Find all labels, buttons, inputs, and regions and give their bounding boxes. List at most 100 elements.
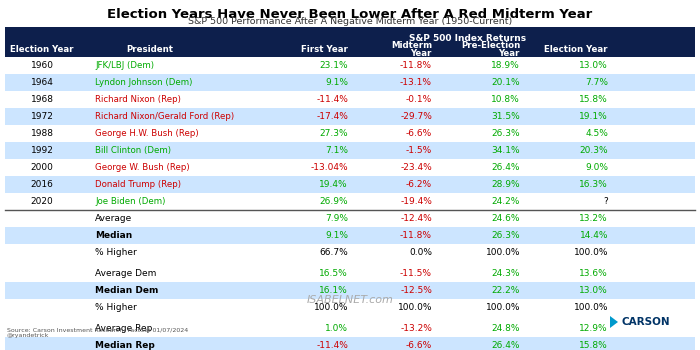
Text: -19.4%: -19.4% [400, 197, 432, 206]
Text: 26.4%: 26.4% [491, 163, 520, 172]
Text: Average Dem: Average Dem [95, 269, 156, 278]
Text: 34.1%: 34.1% [491, 146, 520, 155]
Bar [5, 108, 695, 125]
Text: 13.6%: 13.6% [580, 269, 608, 278]
Text: -23.4%: -23.4% [400, 163, 432, 172]
Text: S&P 500 Performance After A Negative Midterm Year (1950-Current): S&P 500 Performance After A Negative Mid… [188, 17, 512, 26]
Bar [5, 193, 695, 210]
Text: Average Rep: Average Rep [95, 324, 153, 333]
Text: 2000: 2000 [31, 163, 53, 172]
Text: Median: Median [95, 231, 132, 240]
Text: JFK/LBJ (Dem): JFK/LBJ (Dem) [95, 61, 154, 70]
Text: 1.0%: 1.0% [325, 324, 348, 333]
Text: 4.5%: 4.5% [585, 129, 608, 138]
Text: Median Dem: Median Dem [95, 286, 158, 295]
Bar [5, 142, 695, 159]
Text: -17.4%: -17.4% [316, 112, 348, 121]
Text: 100.0%: 100.0% [314, 303, 348, 312]
Bar [5, 125, 695, 142]
Text: 31.5%: 31.5% [491, 112, 520, 121]
Text: -11.4%: -11.4% [316, 341, 348, 350]
Text: Election Year: Election Year [10, 44, 74, 54]
Text: -13.04%: -13.04% [310, 163, 348, 172]
Text: 2016: 2016 [31, 180, 53, 189]
Text: 10.8%: 10.8% [491, 95, 520, 104]
Text: -12.4%: -12.4% [400, 214, 432, 223]
Polygon shape [610, 316, 618, 328]
Text: 20.1%: 20.1% [491, 78, 520, 87]
Text: % Higher: % Higher [95, 248, 136, 257]
Text: 7.9%: 7.9% [325, 214, 348, 223]
Text: 23.1%: 23.1% [319, 61, 348, 70]
Bar [5, 244, 695, 261]
Text: Richard Nixon/Gerald Ford (Rep): Richard Nixon/Gerald Ford (Rep) [95, 112, 234, 121]
Bar [5, 265, 695, 282]
Text: 24.8%: 24.8% [491, 324, 520, 333]
Text: Lyndon Johnson (Dem): Lyndon Johnson (Dem) [95, 78, 192, 87]
Text: % Higher: % Higher [95, 303, 136, 312]
Bar [5, 176, 695, 193]
Bar [5, 227, 695, 244]
Text: 9.0%: 9.0% [585, 163, 608, 172]
Text: First Year: First Year [301, 44, 348, 54]
Text: 14.4%: 14.4% [580, 231, 608, 240]
Text: -11.4%: -11.4% [316, 95, 348, 104]
Text: Median Rep: Median Rep [95, 341, 155, 350]
Text: 1968: 1968 [31, 95, 53, 104]
Text: George H.W. Bush (Rep): George H.W. Bush (Rep) [95, 129, 199, 138]
Text: 100.0%: 100.0% [486, 303, 520, 312]
Text: 100.0%: 100.0% [573, 248, 608, 257]
Text: 26.9%: 26.9% [319, 197, 348, 206]
Text: 18.9%: 18.9% [491, 61, 520, 70]
Text: 20.3%: 20.3% [580, 146, 608, 155]
Text: 0.0%: 0.0% [409, 248, 432, 257]
Text: -11.8%: -11.8% [400, 231, 432, 240]
Text: ?: ? [603, 197, 608, 206]
Text: 24.6%: 24.6% [491, 214, 520, 223]
Text: 26.3%: 26.3% [491, 231, 520, 240]
Bar [5, 74, 695, 91]
Text: 27.3%: 27.3% [319, 129, 348, 138]
Text: 26.4%: 26.4% [491, 341, 520, 350]
Text: 1988: 1988 [31, 129, 53, 138]
Text: 100.0%: 100.0% [398, 303, 432, 312]
Text: 1972: 1972 [31, 112, 53, 121]
Text: Joe Biden (Dem): Joe Biden (Dem) [95, 197, 165, 206]
Text: -11.5%: -11.5% [400, 269, 432, 278]
Text: S&P 500 Index Returns: S&P 500 Index Returns [410, 34, 526, 43]
Text: 19.1%: 19.1% [580, 112, 608, 121]
Text: 66.7%: 66.7% [319, 248, 348, 257]
Text: 100.0%: 100.0% [486, 248, 520, 257]
Text: 9.1%: 9.1% [325, 78, 348, 87]
Bar [5, 159, 695, 176]
Text: 13.0%: 13.0% [580, 286, 608, 295]
Text: 28.9%: 28.9% [491, 180, 520, 189]
Text: 22.2%: 22.2% [491, 286, 520, 295]
Text: George W. Bush (Rep): George W. Bush (Rep) [95, 163, 190, 172]
Text: Year: Year [498, 49, 520, 57]
Text: Midterm: Midterm [391, 41, 432, 49]
Text: 15.8%: 15.8% [580, 95, 608, 104]
Text: 15.8%: 15.8% [580, 341, 608, 350]
Text: 26.3%: 26.3% [491, 129, 520, 138]
Text: 24.3%: 24.3% [491, 269, 520, 278]
Text: 9.1%: 9.1% [325, 231, 348, 240]
Text: -11.8%: -11.8% [400, 61, 432, 70]
Text: 2020: 2020 [31, 197, 53, 206]
Bar [5, 282, 695, 299]
Text: Year: Year [411, 49, 432, 57]
Text: 13.0%: 13.0% [580, 61, 608, 70]
Text: -12.5%: -12.5% [400, 286, 432, 295]
Bar [5, 91, 695, 108]
Text: 16.5%: 16.5% [319, 269, 348, 278]
Text: 100.0%: 100.0% [573, 303, 608, 312]
Text: 19.4%: 19.4% [319, 180, 348, 189]
Bar [5, 27, 695, 57]
Text: 1960: 1960 [31, 61, 53, 70]
Text: 1992: 1992 [31, 146, 53, 155]
Text: Average: Average [95, 214, 132, 223]
Text: Pre-Election: Pre-Election [461, 41, 520, 49]
Text: President: President [127, 44, 174, 54]
Bar [5, 299, 695, 316]
Text: 16.1%: 16.1% [319, 286, 348, 295]
